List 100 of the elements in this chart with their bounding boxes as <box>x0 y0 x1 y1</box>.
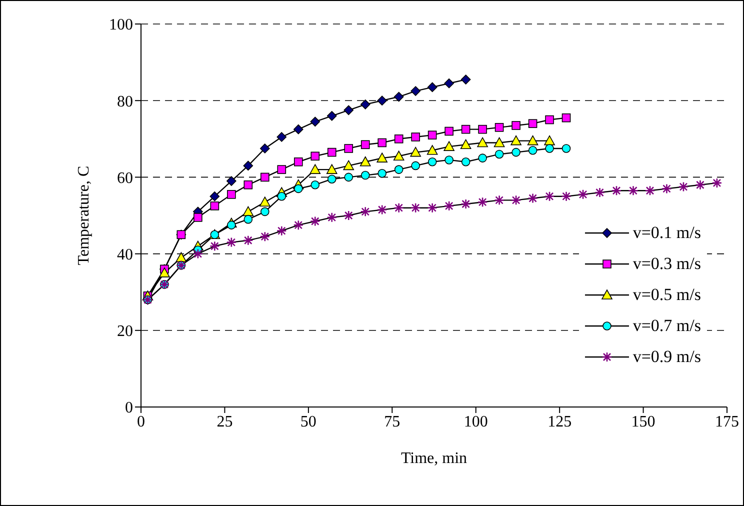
point <box>227 220 236 230</box>
legend-label: v=0.3 m/s <box>632 254 701 274</box>
point <box>510 135 522 146</box>
point <box>210 202 220 210</box>
point <box>460 198 471 210</box>
point <box>478 124 487 134</box>
x-tick-label: 0 <box>137 413 145 430</box>
y-tick-label: 0 <box>125 400 133 417</box>
point <box>326 164 338 174</box>
point <box>293 220 304 230</box>
point <box>276 132 287 142</box>
point <box>428 130 437 140</box>
y-tick-label: 60 <box>117 170 133 187</box>
point <box>611 185 622 196</box>
x-tick-label: 175 <box>715 413 739 430</box>
point <box>294 157 303 166</box>
point <box>243 160 254 171</box>
point <box>594 187 605 198</box>
legend-label: v=0.5 m/s <box>632 284 701 304</box>
point <box>644 185 656 196</box>
point <box>461 124 470 134</box>
point <box>276 226 287 236</box>
point <box>562 144 571 153</box>
point <box>159 268 170 278</box>
point <box>428 157 437 166</box>
point <box>227 190 236 199</box>
point <box>344 172 354 182</box>
point <box>394 202 404 213</box>
y-tick-label: 40 <box>117 246 133 264</box>
point <box>293 124 304 134</box>
x-axis-title: Time, min <box>400 450 468 467</box>
point <box>176 252 187 262</box>
point <box>326 111 337 121</box>
point <box>477 196 488 208</box>
point <box>310 180 320 190</box>
point <box>226 176 236 186</box>
point <box>194 213 202 222</box>
point <box>478 154 487 162</box>
x-tick-label: 100 <box>464 413 488 430</box>
point <box>378 168 386 178</box>
legend-label: v=0.1 m/s <box>632 222 701 242</box>
point <box>394 165 404 174</box>
point <box>527 135 538 146</box>
point <box>545 144 554 153</box>
point <box>360 156 371 166</box>
point <box>377 96 387 106</box>
point <box>260 172 270 182</box>
point <box>510 195 522 206</box>
point <box>360 206 371 217</box>
x-tick-label: 25 <box>216 413 233 430</box>
point <box>327 174 336 184</box>
point <box>494 150 504 159</box>
point <box>444 200 454 212</box>
point <box>310 152 320 161</box>
y-tick-label: 20 <box>117 323 133 340</box>
point <box>360 100 370 110</box>
point <box>477 137 488 148</box>
point <box>260 207 270 216</box>
point <box>411 132 420 142</box>
x-tick-label: 125 <box>548 413 572 430</box>
point <box>426 144 438 155</box>
point <box>662 184 672 194</box>
point <box>528 146 538 155</box>
point <box>494 137 505 148</box>
point <box>512 148 520 157</box>
point <box>460 139 472 150</box>
point <box>310 116 320 127</box>
legend-label: v=0.7 m/s <box>632 316 701 336</box>
point <box>427 82 438 92</box>
point <box>544 191 555 202</box>
point <box>512 121 520 130</box>
point <box>192 248 204 259</box>
point <box>376 204 388 215</box>
point <box>410 202 421 213</box>
point <box>712 178 722 188</box>
point <box>310 164 321 174</box>
point <box>528 119 538 128</box>
point <box>578 189 588 200</box>
point <box>545 115 554 124</box>
point <box>310 216 320 226</box>
point <box>378 138 386 148</box>
point <box>326 212 338 223</box>
point <box>277 192 286 201</box>
point <box>461 157 470 166</box>
legend-label: v=0.9 m/s <box>632 346 701 366</box>
point <box>242 206 254 216</box>
point <box>393 150 404 161</box>
point <box>259 196 270 206</box>
point <box>410 146 421 157</box>
y-tick-label: 100 <box>109 16 133 34</box>
point <box>528 193 538 204</box>
point <box>460 74 471 84</box>
point <box>344 144 354 153</box>
point <box>360 140 370 150</box>
point <box>427 202 438 213</box>
point <box>444 156 454 164</box>
point <box>494 123 504 132</box>
point <box>394 134 404 144</box>
point <box>294 184 303 194</box>
point <box>561 191 572 202</box>
